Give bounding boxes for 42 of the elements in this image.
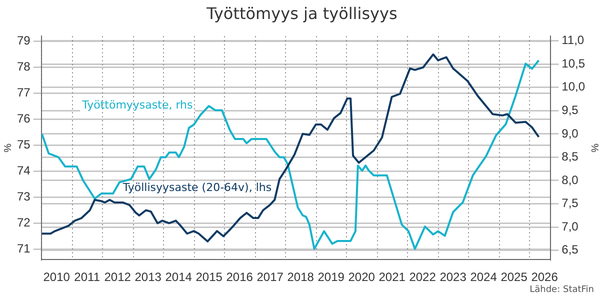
y-tick-label: 75 [16, 138, 31, 152]
x-tick-label: 2025 [500, 270, 528, 284]
x-tick-label: 2022 [409, 270, 436, 284]
x-tick-label: 2016 [226, 270, 254, 284]
x-tick-label: 2024 [470, 270, 498, 284]
x-tick-label: 2019 [318, 270, 345, 284]
x-tick-label: 2026 [531, 270, 558, 284]
chart-title: Työttömyys ja työllisyys [206, 4, 398, 23]
y-tick-label: 79 [16, 34, 31, 48]
y2-tick-label: 7,5 [562, 196, 579, 210]
y-axis-title: % [2, 143, 14, 152]
x-tick-label: 2011 [74, 270, 100, 284]
y-tick-label: 77 [16, 86, 31, 100]
y2-tick-label: 11,0 [562, 33, 584, 48]
x-tick-label: 2012 [104, 270, 132, 284]
y-tick-label: 76 [16, 112, 31, 126]
x-tick-label: 2014 [165, 270, 192, 284]
x-tick-label: 2021 [378, 270, 406, 284]
x-tick-label: 2013 [134, 270, 162, 284]
series-label: Työllisyysaste (20-64v), lhs [122, 180, 272, 194]
x-tick-label: 2015 [196, 270, 223, 284]
y2-tick-label: 7,0 [562, 219, 579, 234]
y-tick-label: 78 [16, 60, 31, 74]
y2-tick-label: 9,0 [562, 126, 579, 140]
y-tick-label: 73 [16, 190, 31, 204]
text: Lähde: StatFin [530, 285, 594, 295]
y-tick-label: 71 [16, 242, 31, 256]
y2-axis-title: % [588, 143, 600, 152]
y2-tick-label: 9,5 [562, 102, 579, 117]
y2-tick-label: 10,0 [562, 80, 586, 94]
x-tick-label: 2023 [440, 270, 467, 284]
y2-tick-label: 8,0 [562, 172, 579, 187]
series-label: Työttömyysaste, rhs [81, 98, 194, 112]
x-tick-label: 2020 [348, 270, 376, 284]
y-tick-label: 74 [16, 164, 31, 178]
y2-tick-label: 10,5 [562, 56, 586, 70]
x-tick-label: 2017 [256, 270, 284, 284]
x-tick-label: 2010 [43, 270, 70, 284]
x-tick-label: 2018 [287, 270, 314, 284]
y2-tick-label: 6,5 [562, 242, 579, 257]
y2-tick-label: 8,5 [562, 150, 579, 164]
y-tick-label: 72 [16, 216, 31, 230]
